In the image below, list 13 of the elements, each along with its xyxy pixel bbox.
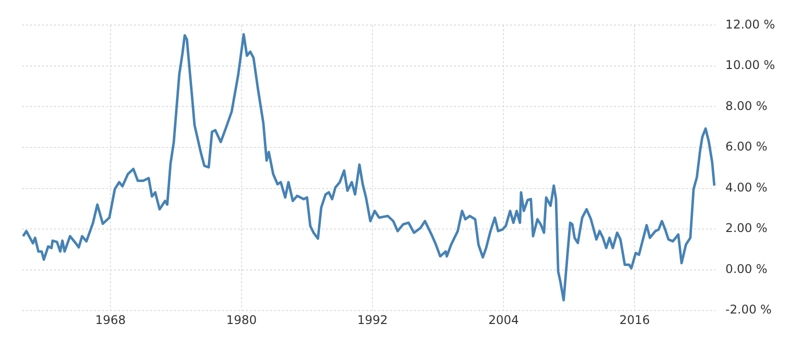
- y-tick-label: 8.00 %: [725, 98, 768, 113]
- x-tick-label: 2016: [619, 312, 650, 327]
- y-tick-label: 2.00 %: [725, 221, 768, 236]
- x-tick-label: 1980: [226, 312, 257, 327]
- x-tick-label: 2004: [488, 312, 519, 327]
- x-tick-label: 1992: [357, 312, 388, 327]
- x-tick-label: 1968: [95, 312, 126, 327]
- y-tick-label: 0.00 %: [725, 262, 768, 276]
- y-tick-label: 12.00 %: [725, 17, 776, 32]
- y-tick-label: 4.00 %: [725, 180, 768, 194]
- y-tick-label: -2.00 %: [725, 302, 772, 317]
- y-tick-label: 10.00 %: [725, 58, 776, 72]
- y-tick-label: 6.00 %: [725, 140, 768, 154]
